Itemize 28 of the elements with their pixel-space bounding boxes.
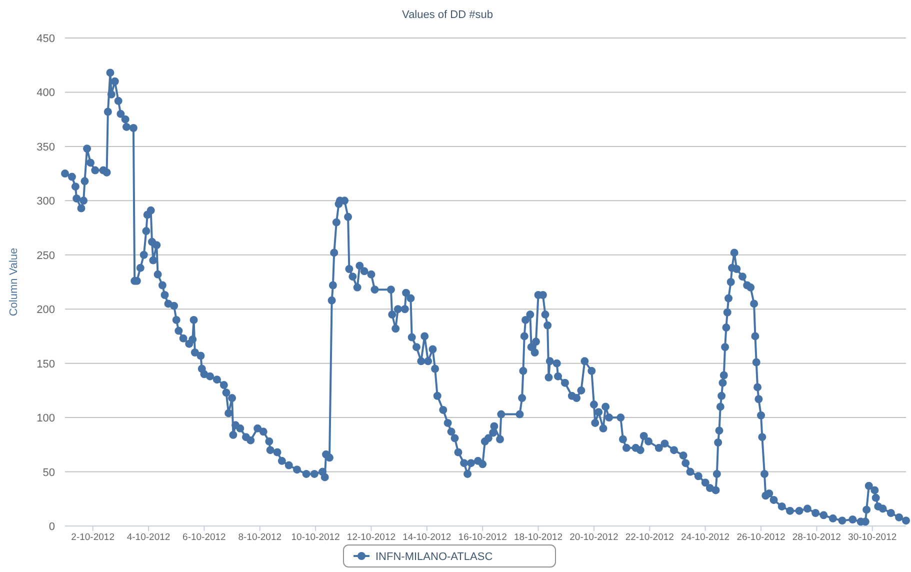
y-tick-label: 0 [48,521,55,533]
x-tick-label: 2-10-2012 [71,532,114,543]
x-tick-label: 14-10-2012 [402,532,452,543]
y-tick-label: 300 [36,196,55,208]
x-tick-label: 24-10-2012 [681,532,730,543]
x-tick-label: 12-10-2012 [346,532,396,543]
x-tick-label: 16-10-2012 [458,532,507,543]
x-tick-label: 6-10-2012 [182,532,226,543]
y-tick-label: 100 [36,412,55,425]
y-tick-label: 50 [42,466,55,479]
x-tick-label: 28-10-2012 [792,532,841,543]
x-tick-label: 20-10-2012 [570,532,618,543]
x-tick-label: 22-10-2012 [625,532,674,543]
x-tick-label: 26-10-2012 [736,532,786,543]
y-tick-label: 150 [36,358,55,370]
x-tick-label: 8-10-2012 [238,532,282,543]
y-tick-label: 400 [36,87,55,100]
y-tick-label: 450 [36,33,55,45]
y-tick-label: 200 [36,304,55,316]
x-tick-label: 30-10-2012 [848,532,897,543]
y-axis-title: Column Value [8,248,20,316]
legend-label: INFN-MILANO-ATLASC [376,551,493,563]
chart-title: Values of DD #sub [402,9,493,21]
y-tick-label: 250 [36,250,55,262]
x-tick-label: 10-10-2012 [291,532,340,543]
x-tick-label: 18-10-2012 [514,532,563,543]
y-tick-label: 350 [36,141,55,154]
x-tick-label: 4-10-2012 [126,532,170,543]
